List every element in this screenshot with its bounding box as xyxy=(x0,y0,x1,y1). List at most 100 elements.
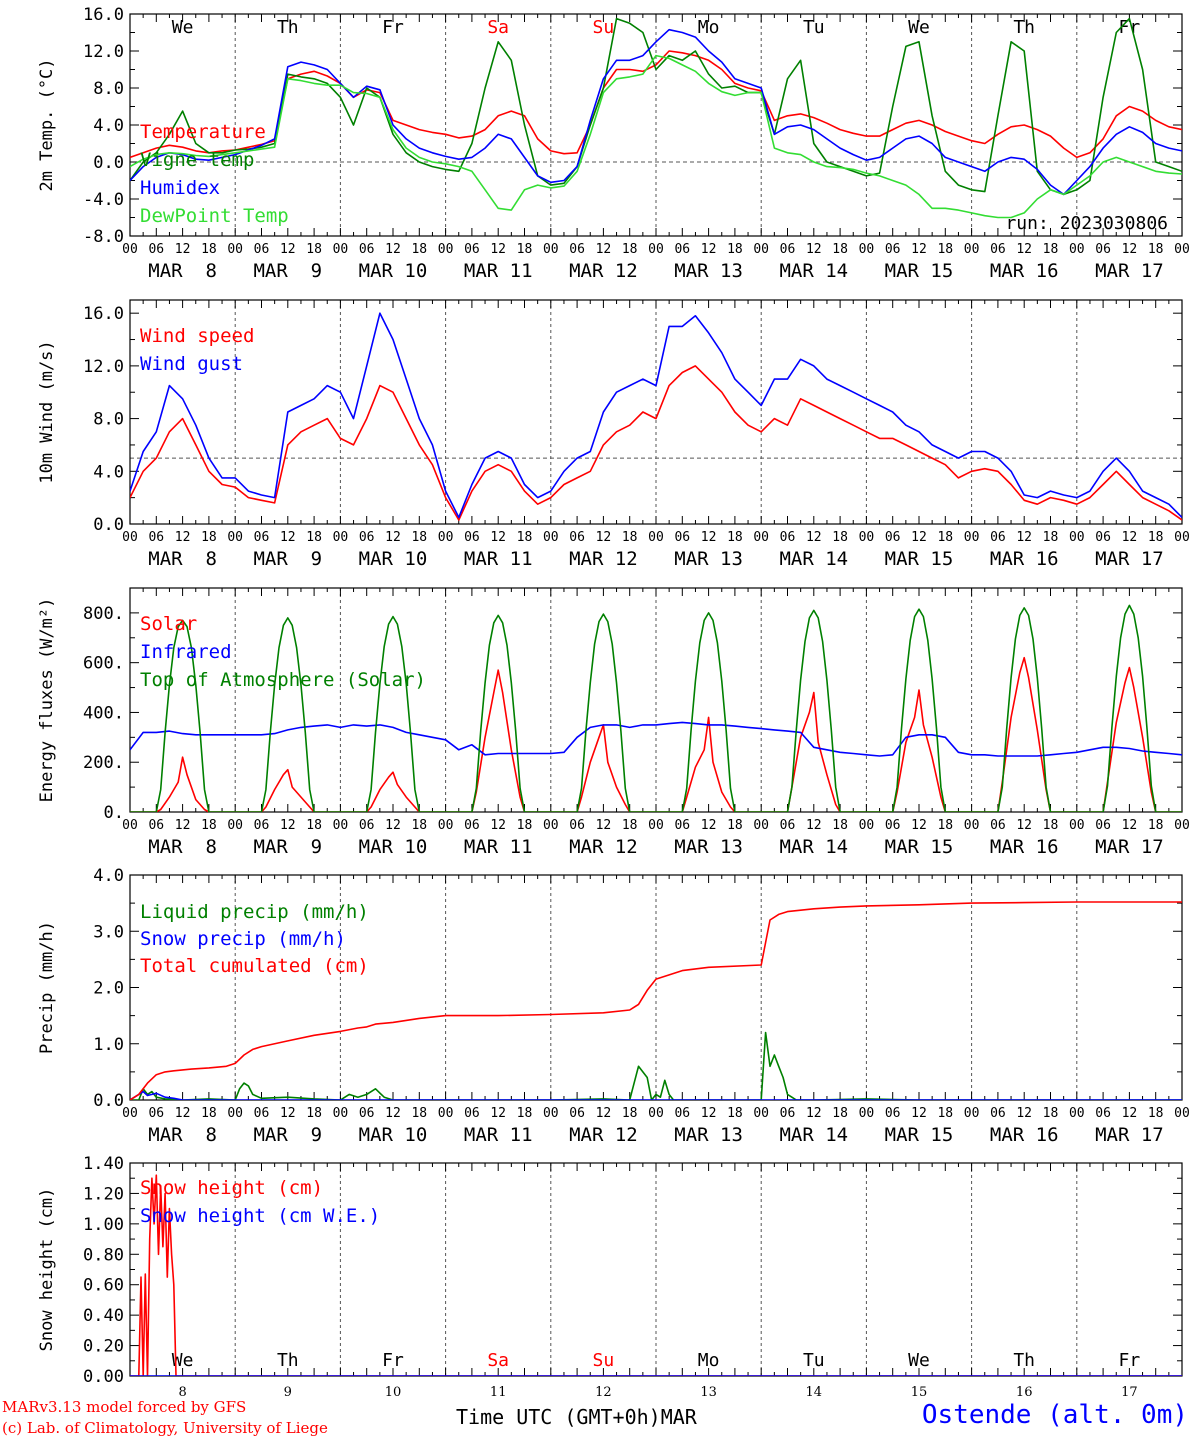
hour-label: 00 xyxy=(1069,1106,1085,1121)
hour-label: 18 xyxy=(1148,530,1164,545)
hour-label: 00 xyxy=(227,818,243,833)
hour-label: 06 xyxy=(569,1106,585,1121)
hour-label: 12 xyxy=(1016,1106,1032,1121)
hour-label: 18 xyxy=(517,818,533,833)
series-line xyxy=(130,1090,1182,1100)
day-name: We xyxy=(172,1350,194,1371)
date-label: MAR 17 xyxy=(1095,836,1164,858)
hour-label: 12 xyxy=(911,818,927,833)
date-label: MAR 9 xyxy=(253,1124,322,1146)
hour-label: 12 xyxy=(385,242,401,257)
hour-label: 06 xyxy=(674,242,690,257)
hour-label: 12 xyxy=(385,1106,401,1121)
hour-label: 12 xyxy=(1016,242,1032,257)
hour-label: 06 xyxy=(359,1106,375,1121)
hour-label: 06 xyxy=(1095,530,1111,545)
date-label: MAR 9 xyxy=(253,548,322,570)
hour-label: 00 xyxy=(333,242,349,257)
hour-label: 00 xyxy=(964,1106,980,1121)
series-line xyxy=(130,50,1182,159)
day-number: 8 xyxy=(178,1385,186,1400)
hour-label: 00 xyxy=(333,818,349,833)
hour-label: 12 xyxy=(596,818,612,833)
hour-label: 06 xyxy=(1095,1106,1111,1121)
hour-label: 00 xyxy=(122,530,138,545)
hour-label: 18 xyxy=(1043,242,1059,257)
hour-label: 00 xyxy=(333,1106,349,1121)
hour-label: 12 xyxy=(806,530,822,545)
legend-entry: Snow height (cm) xyxy=(140,1177,323,1199)
day-number: 13 xyxy=(700,1385,717,1400)
hour-label: 18 xyxy=(622,1106,638,1121)
hour-label: 12 xyxy=(806,1106,822,1121)
date-label: MAR 14 xyxy=(779,1124,848,1146)
series-line xyxy=(130,17,1182,196)
hour-label: 18 xyxy=(517,242,533,257)
hour-label: 00 xyxy=(1069,818,1085,833)
hour-label: 06 xyxy=(780,530,796,545)
hour-label: 06 xyxy=(990,1106,1006,1121)
day-name: We xyxy=(908,17,930,38)
y-tick-label: -8.0 xyxy=(83,227,124,247)
legend-entry: Humidex xyxy=(140,177,220,199)
hour-label: 00 xyxy=(753,818,769,833)
series-line xyxy=(130,604,1182,812)
station-title: Ostende (alt. 0m) xyxy=(921,1400,1188,1430)
y-tick-label: 0.80 xyxy=(83,1245,124,1265)
hour-label: 12 xyxy=(701,1106,717,1121)
hour-label: 12 xyxy=(385,818,401,833)
hour-label: 00 xyxy=(753,242,769,257)
plot-frame xyxy=(129,587,1183,813)
y-tick-label: 1.0 xyxy=(93,1035,124,1055)
y-tick-label: 0.60 xyxy=(83,1276,124,1296)
hour-label: 00 xyxy=(859,818,875,833)
hour-label: 06 xyxy=(569,242,585,257)
hour-label: 18 xyxy=(727,530,743,545)
day-number: 15 xyxy=(911,1385,928,1400)
hour-label: 12 xyxy=(490,530,506,545)
hour-label: 12 xyxy=(1122,242,1138,257)
series-line xyxy=(130,365,1182,521)
hour-label: 00 xyxy=(122,818,138,833)
hour-label: 18 xyxy=(727,242,743,257)
legend-entry: Liquid precip (mm/h) xyxy=(140,901,369,923)
hour-label: 00 xyxy=(438,1106,454,1121)
date-label: MAR 13 xyxy=(674,836,743,858)
hour-label: 12 xyxy=(280,530,296,545)
hour-label: 18 xyxy=(832,1106,848,1121)
x-axis-month: MAR xyxy=(660,1405,697,1429)
day-number: 16 xyxy=(1016,1385,1033,1400)
hour-label: 00 xyxy=(227,530,243,545)
hour-label: 18 xyxy=(517,1106,533,1121)
x-axis-title-text: Time UTC (GMT+0h) xyxy=(456,1405,661,1429)
hour-label: 06 xyxy=(359,530,375,545)
hour-label: 00 xyxy=(859,242,875,257)
y-tick-label: 400. xyxy=(83,703,124,723)
y-tick-label: 0.00 xyxy=(83,1367,124,1387)
hour-label: 12 xyxy=(596,242,612,257)
hour-label: 18 xyxy=(832,530,848,545)
day-name: Sa xyxy=(487,1350,509,1371)
hour-label: 06 xyxy=(780,818,796,833)
hour-label: 12 xyxy=(806,242,822,257)
hour-label: 18 xyxy=(1148,242,1164,257)
date-label: MAR 12 xyxy=(569,260,638,282)
legend-entry: Top of Atmosphere (Solar) xyxy=(140,669,426,691)
hour-label: 18 xyxy=(1148,1106,1164,1121)
hour-label: 06 xyxy=(254,818,270,833)
hour-label: 00 xyxy=(859,530,875,545)
date-label: MAR 15 xyxy=(885,548,954,570)
y-tick-label: 1.40 xyxy=(83,1154,124,1174)
hour-label: 06 xyxy=(148,1106,164,1121)
chart-panel-3: 800. 600. 400. 200. 0. Energy fluxes (W/m²) 00… xyxy=(37,587,1190,858)
hour-label: 00 xyxy=(964,818,980,833)
hour-label: 06 xyxy=(464,1106,480,1121)
hour-label: 12 xyxy=(490,818,506,833)
date-label: MAR 17 xyxy=(1095,260,1164,282)
y-tick-label: 4.0 xyxy=(93,866,124,886)
hour-label: 12 xyxy=(490,1106,506,1121)
date-label: MAR 17 xyxy=(1095,1124,1164,1146)
hour-label: 00 xyxy=(648,1106,664,1121)
y-axis-title: Precip (mm/h) xyxy=(37,921,57,1054)
hour-label: 12 xyxy=(490,242,506,257)
